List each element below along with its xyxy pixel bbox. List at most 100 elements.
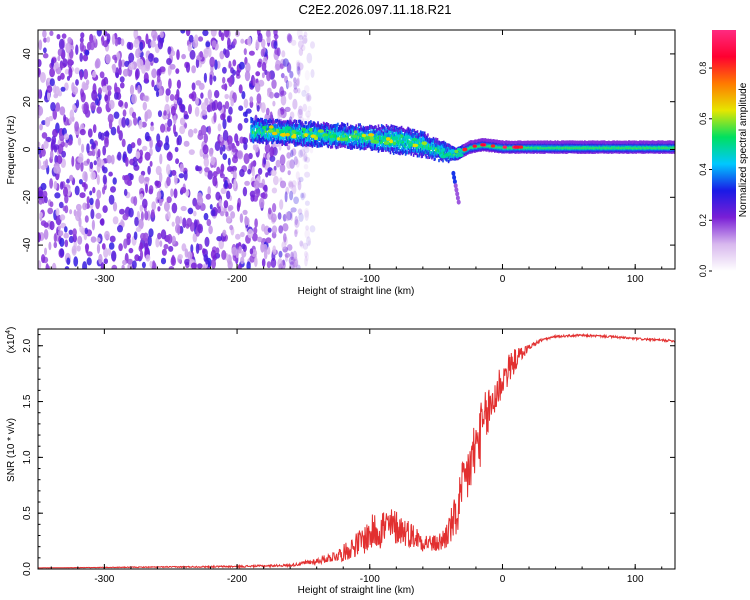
noise-blob [228, 106, 233, 115]
noise-blob [302, 103, 308, 112]
band-cell [387, 132, 389, 136]
band-cell [379, 128, 381, 132]
band-cell [283, 123, 286, 127]
noise-blob [254, 218, 258, 229]
band-cell [361, 130, 364, 134]
band-cell [331, 145, 334, 149]
noise-blob [157, 232, 162, 240]
band-cell [385, 145, 388, 149]
spectrogram-noise [38, 30, 316, 269]
noise-blob [75, 79, 79, 86]
noise-blob [43, 140, 49, 149]
band-cell [283, 126, 285, 130]
band-cell [402, 141, 404, 145]
noise-blob [223, 200, 229, 209]
noise-blob [79, 225, 84, 233]
noise-blob [113, 111, 120, 119]
noise-blob [189, 222, 195, 232]
band-cell [340, 134, 342, 138]
noise-blob [159, 31, 164, 39]
band-cell [451, 153, 454, 157]
noise-blob [175, 158, 180, 165]
band-cell [387, 134, 389, 138]
band-cell [538, 145, 541, 149]
band-cell [396, 150, 399, 154]
noise-blob [297, 40, 304, 49]
band-cell [310, 132, 313, 136]
band-cell [434, 146, 436, 150]
noise-blob [269, 111, 273, 121]
band-cell [326, 144, 329, 148]
band-cell [296, 134, 299, 138]
band-cell [312, 141, 314, 145]
noise-blob [59, 214, 66, 221]
noise-blob [79, 52, 83, 62]
band-cell [346, 122, 349, 126]
band-cell [399, 144, 401, 148]
band-cell [434, 150, 436, 155]
noise-blob [167, 118, 173, 127]
band-cell [410, 152, 412, 156]
band-cell [357, 144, 360, 148]
noise-blob [151, 79, 155, 88]
band-cell [305, 129, 307, 133]
noise-blob [50, 102, 56, 112]
band-cell [375, 130, 377, 134]
noise-blob [201, 109, 208, 116]
band-cell [334, 126, 337, 130]
band-cell [409, 128, 412, 132]
noise-blob [244, 70, 251, 82]
noise-blob [241, 250, 247, 258]
band-cell [281, 142, 283, 146]
band-cell [336, 123, 338, 128]
noise-blob [298, 105, 303, 116]
band-cell [266, 132, 268, 136]
band-cell [301, 129, 303, 133]
noise-blob [234, 133, 239, 144]
band-cell [426, 141, 428, 145]
noise-blob [99, 71, 105, 79]
noise-blob [156, 180, 162, 188]
noise-blob [191, 65, 197, 74]
band-cell [419, 130, 422, 134]
noise-blob [264, 143, 271, 154]
noise-blob [98, 131, 102, 140]
band-cell [258, 122, 260, 127]
noise-blob [133, 30, 139, 40]
noise-blob [66, 257, 71, 265]
noise-blob [304, 156, 311, 163]
noise-blob [118, 67, 122, 76]
noise-blob [40, 165, 47, 170]
noise-blob [229, 224, 234, 231]
noise-blob [102, 186, 106, 195]
noise-blob [128, 247, 134, 254]
noise-blob [181, 243, 187, 252]
band-cell [390, 124, 393, 128]
band-cell [379, 136, 381, 140]
noise-blob [150, 40, 156, 48]
band-cell [348, 141, 350, 145]
band-cell [322, 121, 325, 125]
noise-blob [277, 258, 283, 269]
noise-blob [291, 148, 297, 157]
band-cell [265, 118, 268, 122]
noise-blob [256, 105, 260, 112]
noise-blob [188, 104, 192, 115]
band-cell [374, 143, 377, 147]
noise-blob [161, 248, 167, 256]
noise-blob [200, 125, 207, 136]
band-cell [385, 124, 388, 128]
band-cell [357, 131, 360, 135]
noise-blob [286, 33, 292, 42]
band-cell [408, 133, 411, 137]
noise-blob [93, 160, 98, 166]
noise-blob [254, 188, 261, 195]
band-cell [375, 146, 377, 150]
noise-blob [197, 223, 203, 234]
noise-blob [307, 95, 312, 102]
noise-blob [101, 79, 106, 88]
noise-blob [263, 225, 270, 236]
band-cell [310, 129, 312, 134]
band-cell [294, 119, 296, 123]
band-cell [336, 135, 338, 139]
